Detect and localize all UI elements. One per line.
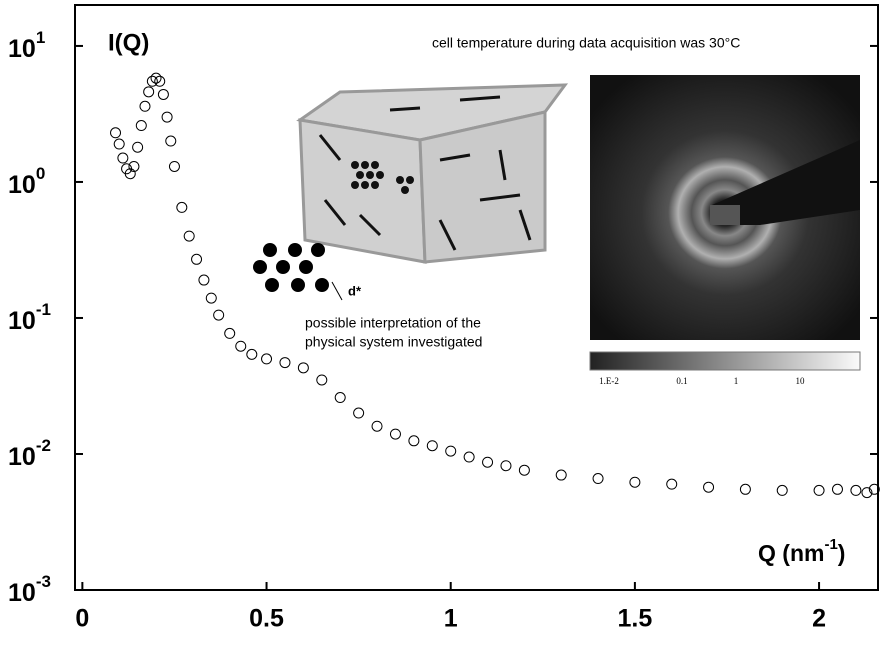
data-point [703, 481, 715, 493]
data-point [592, 473, 604, 485]
y-axis-label: I(Q) [108, 29, 149, 56]
data-point [297, 362, 309, 374]
data-point [500, 460, 512, 472]
data-point [813, 484, 825, 496]
plot-frame [74, 4, 879, 591]
x-axis-label: Q (nm-1) [758, 536, 845, 566]
data-point [426, 440, 438, 452]
d-spacing-marker [331, 281, 343, 301]
data-point [261, 353, 273, 365]
data-point [353, 407, 365, 419]
y-tick-exponent: -3 [36, 572, 51, 591]
annotation: cell temperature during data acquisition… [432, 35, 740, 51]
data-point [191, 253, 203, 265]
data-point [246, 348, 258, 360]
data-point [739, 483, 751, 495]
data-point [389, 428, 401, 440]
x-tick-label: 2 [812, 605, 826, 633]
y-tick-label: 10-2 [8, 436, 51, 470]
x-tick-label: 1 [444, 605, 458, 633]
data-point [334, 392, 346, 404]
data-point [161, 111, 173, 123]
data-point [868, 483, 880, 495]
y-tick-exponent: 1 [36, 28, 45, 47]
y-tick-label: 100 [8, 164, 45, 198]
x-tick-label: 0 [75, 605, 89, 633]
x-tick-label: 1.5 [618, 605, 653, 633]
data-point [463, 451, 475, 463]
data-point [776, 484, 788, 496]
data-point [371, 420, 383, 432]
data-point [117, 152, 129, 164]
colorbar-label: 1 [734, 376, 739, 386]
data-point [154, 75, 166, 87]
data-point [861, 487, 873, 499]
y-tick-label: 10-3 [8, 572, 51, 606]
data-point [482, 456, 494, 468]
structure-diagram [296, 83, 569, 264]
data-point [146, 75, 158, 87]
y-tick-label: 101 [8, 28, 45, 62]
data-point [183, 230, 195, 242]
data-point [316, 374, 328, 386]
x-axis-label-exponent: -1 [824, 536, 837, 553]
colorbar-label: 1.E-2 [599, 376, 619, 386]
annotation: d* [348, 283, 362, 298]
y-tick-label: 10-1 [8, 300, 51, 334]
y-tick-exponent: 0 [36, 164, 45, 183]
x-axis-label-end: ) [838, 540, 846, 566]
data-point [157, 88, 169, 100]
beamstop [712, 140, 860, 225]
data-point [555, 469, 567, 481]
data-point [666, 478, 678, 490]
y-tick-base: 10 [8, 307, 36, 335]
data-point [124, 168, 136, 180]
x-tick-label: 0.5 [249, 605, 284, 633]
y-tick-exponent: -2 [36, 436, 51, 455]
data-point [408, 435, 420, 447]
data-point [128, 160, 140, 172]
colorbar-label: 10 [796, 376, 806, 386]
data-point [139, 100, 151, 112]
data-point [831, 483, 843, 495]
y-tick-base: 10 [8, 579, 36, 607]
data-point [150, 72, 162, 84]
data-point [205, 292, 217, 304]
colorbar-label: 0.1 [676, 376, 687, 386]
data-point [279, 357, 291, 369]
data-point [176, 201, 188, 213]
data-point [132, 141, 144, 153]
data-point [165, 135, 177, 147]
x-axis-label-base: Q (nm [758, 540, 824, 566]
data-point [445, 445, 457, 457]
data-point [198, 274, 210, 286]
colorbar [589, 351, 861, 371]
data-point [629, 476, 641, 488]
data-point [235, 340, 247, 352]
y-tick-base: 10 [8, 171, 36, 199]
beamstop-tip [710, 205, 740, 225]
data-point [143, 86, 155, 98]
data-point [110, 127, 122, 139]
data-point [224, 327, 236, 339]
annotation: possible interpretation of the [305, 315, 481, 331]
data-point [518, 464, 530, 476]
lattice-dots [253, 243, 329, 292]
annotation: physical system investigated [305, 334, 482, 350]
y-tick-exponent: -1 [36, 300, 51, 319]
data-point [168, 160, 180, 172]
data-point [850, 484, 862, 496]
data-point [135, 120, 147, 132]
y-tick-base: 10 [8, 443, 36, 471]
data-point [113, 138, 125, 150]
data-point [213, 309, 225, 321]
y-tick-base: 10 [8, 35, 36, 63]
